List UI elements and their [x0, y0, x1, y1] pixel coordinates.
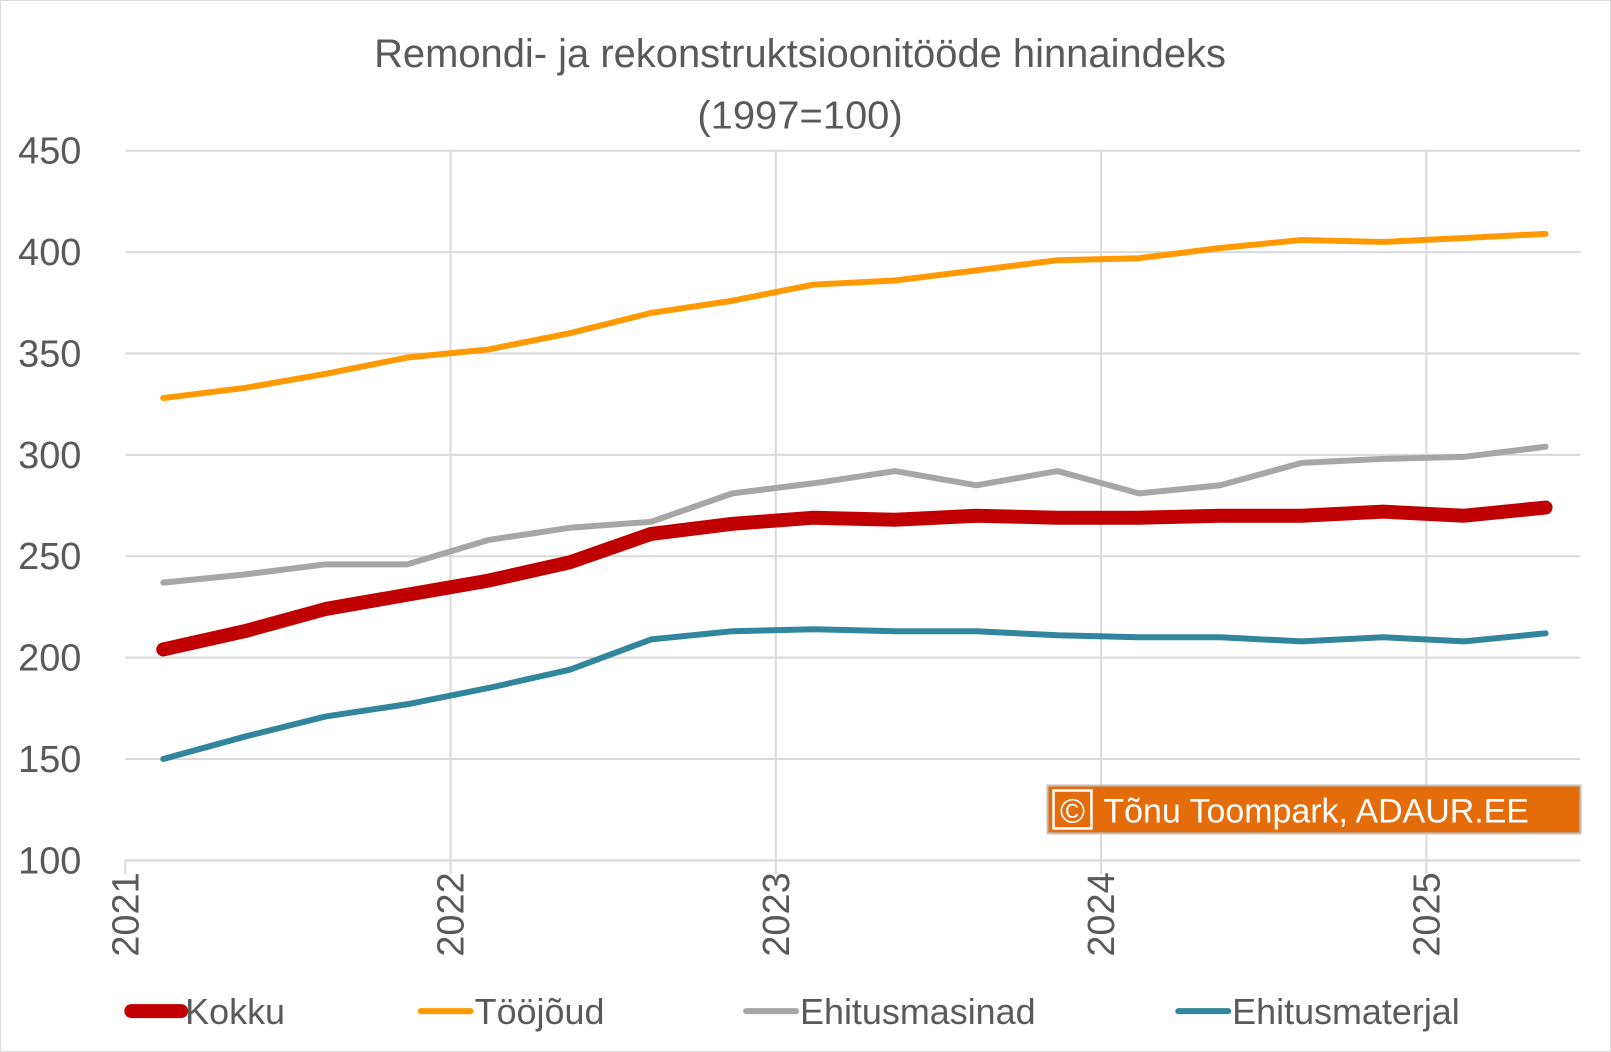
y-tick-label: 150 [18, 739, 81, 781]
y-tick-label: 250 [18, 536, 81, 578]
series-line-kokku [156, 500, 1553, 657]
x-tick-label: 2022 [431, 872, 473, 956]
y-axis-ticks: 100 150 200 250 300 350 400 450 [18, 131, 81, 883]
legend-label: Kokku [185, 991, 285, 1032]
credit-text: Tõnu Toompark, ADAUR.EE [1103, 792, 1528, 830]
x-tick-label: 2024 [1081, 872, 1123, 956]
x-tick-label: 2025 [1406, 872, 1448, 956]
series-lines [156, 230, 1553, 762]
legend-label: Tööjõud [475, 991, 605, 1032]
y-tick-label: 350 [18, 333, 81, 375]
y-tick-label: 100 [18, 840, 81, 882]
legend-label: Ehitusmaterjal [1232, 991, 1460, 1032]
series-line-tööjõud [160, 230, 1549, 402]
credit-box: © Tõnu Toompark, ADAUR.EE [1046, 784, 1582, 835]
x-tick-label: 2023 [756, 872, 798, 956]
copyright-icon: © [1060, 792, 1085, 830]
x-tick-label: 2021 [105, 872, 147, 956]
series-line-ehitusmasinad [160, 443, 1549, 586]
gridlines [124, 149, 1581, 875]
x-axis-ticks: 2021 2022 2023 2024 2025 [105, 872, 1448, 956]
legend-label: Ehitusmasinad [800, 991, 1036, 1032]
chart-subtitle: (1997=100) [697, 94, 902, 138]
legend: Kokku Tööjõud Ehitusmasinad Ehitusmaterjal [124, 991, 1460, 1032]
chart-title: Remondi- ja rekonstruktsioonitööde hinna… [374, 32, 1226, 76]
credit-background [1046, 784, 1582, 835]
series-line-ehitusmaterjal [160, 626, 1549, 762]
y-tick-label: 450 [18, 131, 81, 173]
y-tick-label: 300 [18, 435, 81, 477]
copyright-icon-box [1052, 789, 1093, 830]
y-tick-label: 400 [18, 232, 81, 274]
y-tick-label: 200 [18, 638, 81, 680]
